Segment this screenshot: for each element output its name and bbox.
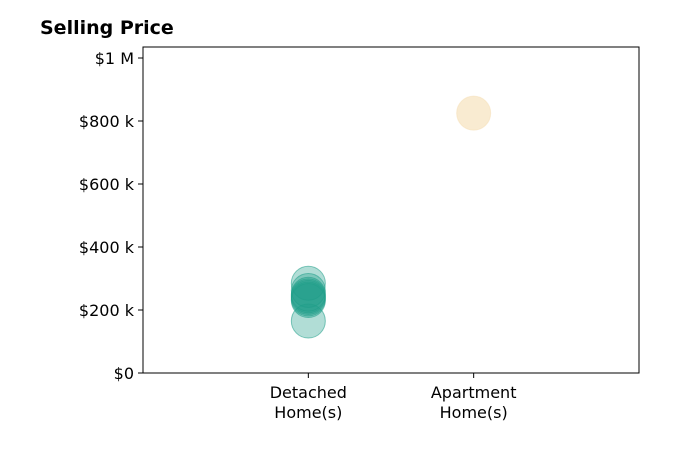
data-point: [290, 283, 326, 319]
data-point: [290, 303, 326, 339]
x-axis: Detached Home(s) Apartment Home(s): [270, 373, 517, 422]
y-tick-label: $400 k: [79, 238, 135, 257]
y-tick-label: $200 k: [79, 301, 135, 320]
y-tick-label: $800 k: [79, 112, 135, 131]
y-tick-label: $1 M: [95, 49, 134, 68]
data-points: [290, 95, 492, 339]
x-tick-label: Apartment Home(s): [431, 383, 517, 422]
data-point: [456, 95, 492, 131]
plot-area-frame: [142, 46, 640, 374]
x-tick-label: Detached Home(s): [270, 383, 347, 422]
y-tick-label: $600 k: [79, 175, 135, 194]
y-tick-label: $0: [114, 364, 134, 383]
chart-title: Selling Price: [40, 17, 174, 39]
y-axis: $0 $200 k $400 k $600 k $800 k $1 M: [79, 49, 143, 383]
